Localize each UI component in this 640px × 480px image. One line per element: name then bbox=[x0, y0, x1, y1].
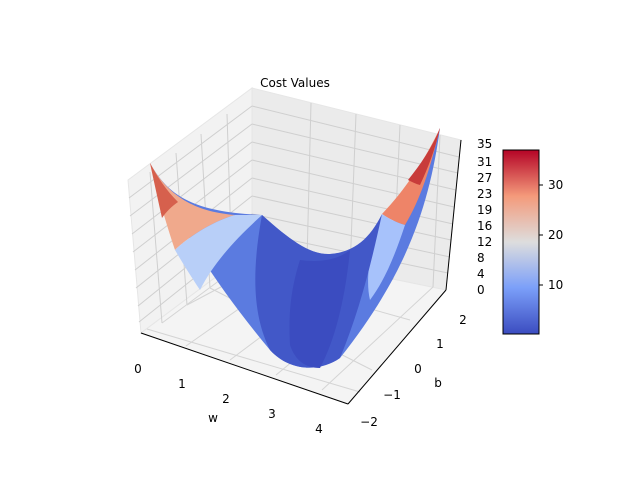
chart-title: Cost Values bbox=[260, 76, 330, 90]
svg-text:1: 1 bbox=[178, 377, 186, 391]
svg-text:−1: −1 bbox=[383, 388, 401, 402]
svg-text:4: 4 bbox=[477, 267, 485, 281]
svg-text:8: 8 bbox=[477, 251, 485, 265]
svg-text:12: 12 bbox=[477, 235, 492, 249]
z-ticks: 0 4 8 12 16 19 23 27 31 35 bbox=[477, 137, 492, 297]
svg-text:−2: −2 bbox=[360, 415, 378, 429]
x-axis-line bbox=[140, 332, 349, 405]
svg-text:27: 27 bbox=[477, 171, 492, 185]
svg-text:19: 19 bbox=[477, 203, 492, 217]
cost-surface bbox=[150, 128, 440, 368]
colorbar-tick-20: 20 bbox=[548, 228, 563, 242]
colorbar-gradient bbox=[502, 149, 540, 335]
svg-text:16: 16 bbox=[477, 219, 492, 233]
svg-text:2: 2 bbox=[459, 313, 467, 327]
x-axis-label: w bbox=[208, 411, 218, 425]
axes-3d: 0 1 2 3 4 w −2 −1 0 1 2 b 0 4 8 12 16 19… bbox=[127, 87, 492, 436]
y-ticks: −2 −1 0 1 2 bbox=[360, 313, 467, 429]
colorbar: 30 20 10 bbox=[502, 149, 563, 335]
y-axis-label: b bbox=[434, 376, 442, 390]
svg-text:3: 3 bbox=[268, 407, 276, 421]
svg-text:0: 0 bbox=[414, 362, 422, 376]
z-axis-line bbox=[445, 139, 462, 291]
colorbar-tick-10: 10 bbox=[548, 278, 563, 292]
svg-text:1: 1 bbox=[436, 337, 444, 351]
svg-text:0: 0 bbox=[477, 283, 485, 297]
svg-text:2: 2 bbox=[222, 392, 230, 406]
y-axis-line bbox=[347, 289, 447, 405]
svg-text:31: 31 bbox=[477, 155, 492, 169]
x-ticks: 0 1 2 3 4 bbox=[134, 362, 323, 436]
svg-text:23: 23 bbox=[477, 187, 492, 201]
colorbar-tick-30: 30 bbox=[548, 178, 563, 192]
svg-text:35: 35 bbox=[477, 137, 492, 151]
svg-text:0: 0 bbox=[134, 362, 142, 376]
svg-text:4: 4 bbox=[315, 422, 323, 436]
